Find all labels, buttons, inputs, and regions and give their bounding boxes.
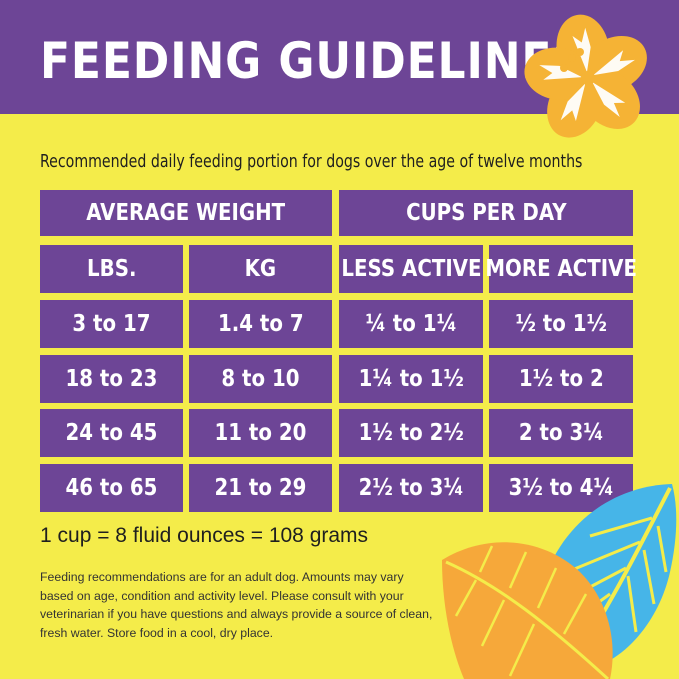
header-average-weight: AVERAGE WEIGHT — [40, 190, 332, 236]
table-cell: 11 to 20 — [189, 409, 332, 457]
subtitle: Recommended daily feeding portion for do… — [40, 152, 583, 172]
column-header-less-active: LESS ACTIVE — [339, 245, 483, 293]
column-header-lbs: LBS. — [40, 245, 183, 293]
column-header-more-active: MORE ACTIVE — [485, 245, 637, 293]
table-cell: 24 to 45 — [40, 409, 183, 457]
table-cell: 3 to 17 — [40, 300, 183, 348]
page-title: FEEDING GUIDELINES — [40, 32, 585, 90]
table-cell: 2 to 3¼ — [489, 409, 633, 457]
feeding-note: Feeding recommendations are for an adult… — [40, 570, 433, 640]
table-cell: 21 to 29 — [189, 464, 332, 512]
table-cell: 2½ to 3¼ — [339, 464, 483, 512]
table-cell: 46 to 65 — [40, 464, 183, 512]
column-header-kg: KG — [189, 245, 332, 293]
table-cell: ¼ to 1¼ — [339, 300, 483, 348]
hibiscus-icon — [524, 14, 647, 138]
table-cell: 1½ to 2½ — [339, 409, 483, 457]
header-cups-per-day: CUPS PER DAY — [339, 190, 633, 236]
table-cell: 18 to 23 — [40, 355, 183, 403]
orange-leaf-icon — [442, 542, 613, 679]
table-cell: 1.4 to 7 — [189, 300, 332, 348]
conversion-text: 1 cup = 8 fluid ounces = 108 grams — [40, 524, 369, 547]
table-cell: 1¼ to 1½ — [339, 355, 483, 403]
table-cell: 8 to 10 — [189, 355, 332, 403]
table-cell: 1½ to 2 — [489, 355, 633, 403]
table-cell: ½ to 1½ — [489, 300, 633, 348]
tropical-leaves-icon — [442, 484, 677, 679]
